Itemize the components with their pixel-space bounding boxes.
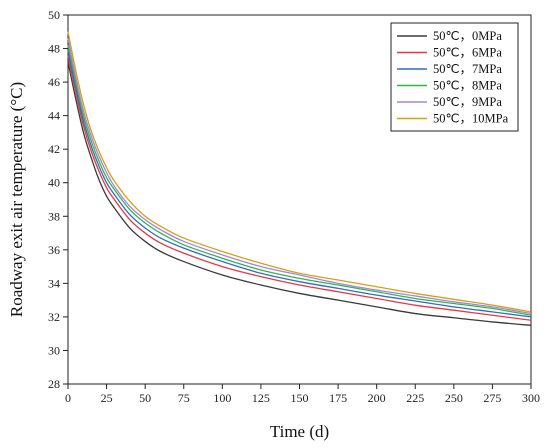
x-tick-label: 300 [522, 391, 540, 405]
x-tick-label: 175 [329, 391, 347, 405]
x-axis-title: Time (d) [270, 422, 329, 441]
x-tick-label: 0 [65, 391, 71, 405]
x-tick-label: 25 [101, 391, 113, 405]
y-tick-label: 44 [48, 109, 60, 123]
y-tick-label: 48 [48, 42, 60, 56]
y-tick-label: 50 [48, 8, 60, 22]
x-tick-label: 125 [252, 391, 270, 405]
x-tick-label: 200 [368, 391, 386, 405]
legend-label-2: 50℃，6MPa [433, 46, 502, 60]
y-tick-label: 42 [48, 142, 60, 156]
y-tick-label: 28 [48, 377, 60, 391]
series-line-4 [67, 45, 532, 316]
x-tick-label: 250 [445, 391, 463, 405]
x-tick-label: 75 [178, 391, 190, 405]
x-tick-label: 150 [291, 391, 309, 405]
y-tick-label: 38 [48, 209, 60, 223]
y-tick-label: 34 [48, 276, 60, 290]
x-tick-label: 275 [483, 391, 501, 405]
series-line-3 [67, 50, 532, 318]
legend-label-6: 50℃，10MPa [433, 112, 509, 126]
y-tick-label: 36 [48, 243, 60, 257]
y-tick-label: 40 [48, 176, 60, 190]
x-tick-label: 100 [213, 391, 231, 405]
series-line-2 [67, 55, 532, 321]
y-axis: 28 30 32 34 36 38 40 42 44 46 48 50 [48, 8, 68, 391]
series-line-5 [67, 38, 532, 315]
legend-label-1: 50℃，0MPa [433, 29, 502, 43]
y-axis-title: Roadway exit air temperature (°C) [7, 82, 26, 317]
legend: 50℃，0MPa 50℃，6MPa 50℃，7MPa 50℃，8MPa 50℃，9MPa… [390, 22, 519, 132]
series-line-1 [67, 61, 532, 326]
y-tick-label: 32 [48, 310, 60, 324]
y-tick-label: 46 [48, 75, 60, 89]
legend-box [390, 22, 519, 132]
x-axis: 0 25 50 75 100 125 150 175 200 225 250 275 300 [65, 384, 540, 405]
series-line-6 [67, 31, 532, 313]
legend-label-4: 50℃，8MPa [433, 79, 502, 93]
legend-label-3: 50℃，7MPa [433, 62, 502, 76]
x-tick-label: 50 [139, 391, 151, 405]
series-lines [67, 31, 532, 326]
y-tick-label: 30 [48, 343, 60, 357]
x-tick-label: 225 [406, 391, 424, 405]
legend-label-5: 50℃，9MPa [433, 95, 502, 109]
